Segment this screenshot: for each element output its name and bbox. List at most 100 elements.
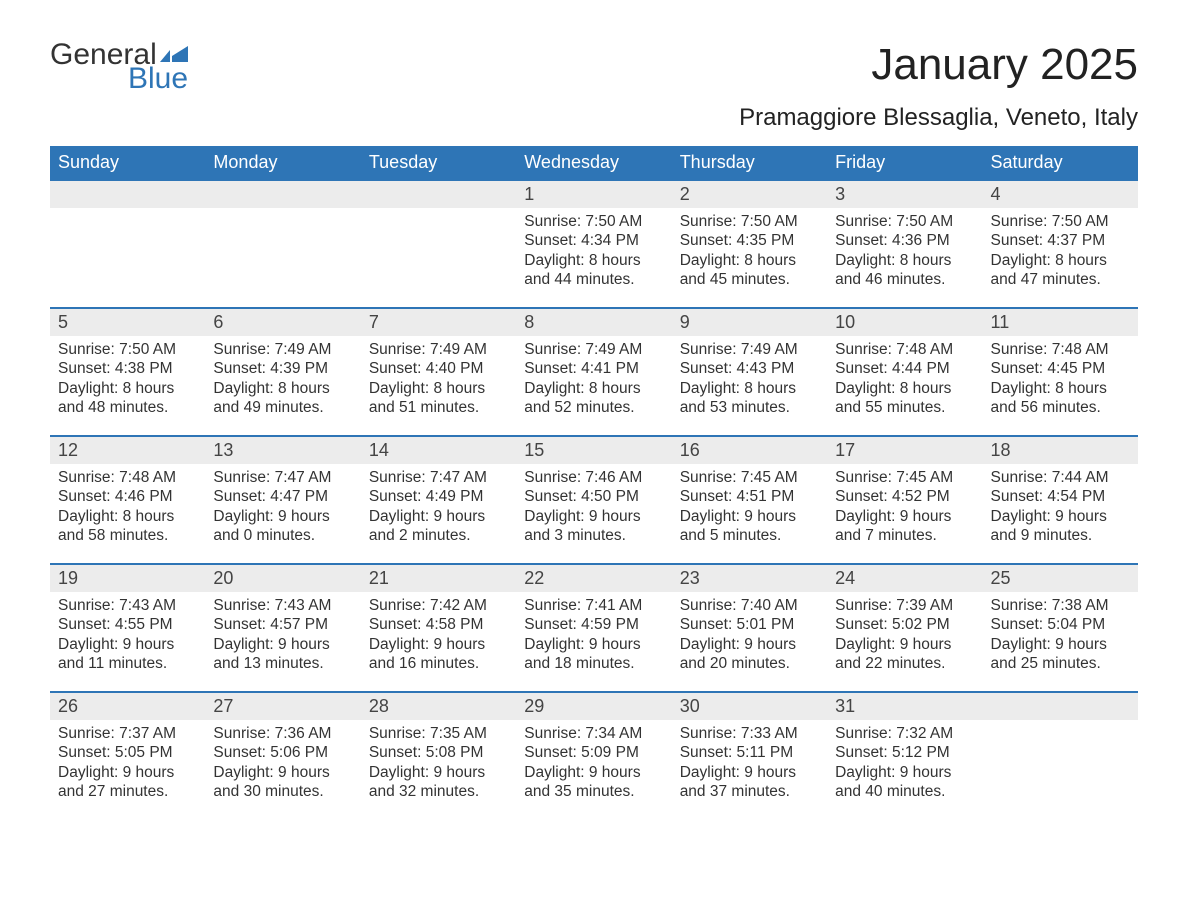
day-content: Sunrise: 7:48 AMSunset: 4:46 PMDaylight:…: [50, 464, 205, 554]
calendar-cell: 31Sunrise: 7:32 AMSunset: 5:12 PMDayligh…: [827, 691, 982, 819]
day-day1: Daylight: 9 hours: [524, 763, 663, 782]
calendar-cell: [983, 691, 1138, 819]
day-sunrise: Sunrise: 7:38 AM: [991, 596, 1130, 615]
day-day1: Daylight: 9 hours: [835, 635, 974, 654]
day-sunrise: Sunrise: 7:50 AM: [524, 212, 663, 231]
calendar-cell: 18Sunrise: 7:44 AMSunset: 4:54 PMDayligh…: [983, 435, 1138, 563]
day-day1: Daylight: 8 hours: [991, 379, 1130, 398]
day-sunrise: Sunrise: 7:32 AM: [835, 724, 974, 743]
day-day1: Daylight: 9 hours: [835, 763, 974, 782]
day-day2: and 48 minutes.: [58, 398, 197, 417]
calendar-cell: 21Sunrise: 7:42 AMSunset: 4:58 PMDayligh…: [361, 563, 516, 691]
day-sunset: Sunset: 4:52 PM: [835, 487, 974, 506]
calendar-cell: 16Sunrise: 7:45 AMSunset: 4:51 PMDayligh…: [672, 435, 827, 563]
day-content: Sunrise: 7:42 AMSunset: 4:58 PMDaylight:…: [361, 592, 516, 682]
calendar-cell: 10Sunrise: 7:48 AMSunset: 4:44 PMDayligh…: [827, 307, 982, 435]
day-day1: Daylight: 8 hours: [524, 379, 663, 398]
day-sunset: Sunset: 4:34 PM: [524, 231, 663, 250]
day-content: Sunrise: 7:46 AMSunset: 4:50 PMDaylight:…: [516, 464, 671, 554]
day-sunset: Sunset: 4:54 PM: [991, 487, 1130, 506]
calendar-cell: 1Sunrise: 7:50 AMSunset: 4:34 PMDaylight…: [516, 179, 671, 307]
day-sunset: Sunset: 5:04 PM: [991, 615, 1130, 634]
day-day2: and 3 minutes.: [524, 526, 663, 545]
day-sunset: Sunset: 4:35 PM: [680, 231, 819, 250]
day-day2: and 51 minutes.: [369, 398, 508, 417]
day-day1: Daylight: 9 hours: [369, 507, 508, 526]
day-number: 16: [672, 435, 827, 464]
day-sunset: Sunset: 5:01 PM: [680, 615, 819, 634]
day-day2: and 40 minutes.: [835, 782, 974, 801]
day-sunrise: Sunrise: 7:45 AM: [680, 468, 819, 487]
day-content: Sunrise: 7:34 AMSunset: 5:09 PMDaylight:…: [516, 720, 671, 810]
day-sunset: Sunset: 5:06 PM: [213, 743, 352, 762]
day-number: 26: [50, 691, 205, 720]
calendar-cell: 25Sunrise: 7:38 AMSunset: 5:04 PMDayligh…: [983, 563, 1138, 691]
day-content: Sunrise: 7:49 AMSunset: 4:39 PMDaylight:…: [205, 336, 360, 426]
day-number: 25: [983, 563, 1138, 592]
day-sunrise: Sunrise: 7:42 AM: [369, 596, 508, 615]
day-day2: and 45 minutes.: [680, 270, 819, 289]
weekday-header-row: Sunday Monday Tuesday Wednesday Thursday…: [50, 146, 1138, 179]
calendar-cell: 11Sunrise: 7:48 AMSunset: 4:45 PMDayligh…: [983, 307, 1138, 435]
day-sunrise: Sunrise: 7:44 AM: [991, 468, 1130, 487]
day-day1: Daylight: 8 hours: [680, 379, 819, 398]
calendar-cell: 6Sunrise: 7:49 AMSunset: 4:39 PMDaylight…: [205, 307, 360, 435]
day-number: 24: [827, 563, 982, 592]
day-sunset: Sunset: 4:46 PM: [58, 487, 197, 506]
calendar-cell: 22Sunrise: 7:41 AMSunset: 4:59 PMDayligh…: [516, 563, 671, 691]
weekday-header: Monday: [205, 146, 360, 179]
day-sunrise: Sunrise: 7:49 AM: [369, 340, 508, 359]
day-sunset: Sunset: 4:40 PM: [369, 359, 508, 378]
day-content: Sunrise: 7:44 AMSunset: 4:54 PMDaylight:…: [983, 464, 1138, 554]
day-content: Sunrise: 7:50 AMSunset: 4:38 PMDaylight:…: [50, 336, 205, 426]
calendar-week-row: 5Sunrise: 7:50 AMSunset: 4:38 PMDaylight…: [50, 307, 1138, 435]
day-day2: and 35 minutes.: [524, 782, 663, 801]
day-day1: Daylight: 8 hours: [58, 379, 197, 398]
day-sunrise: Sunrise: 7:50 AM: [58, 340, 197, 359]
month-title: January 2025: [871, 40, 1138, 90]
day-sunset: Sunset: 5:05 PM: [58, 743, 197, 762]
day-content: Sunrise: 7:39 AMSunset: 5:02 PMDaylight:…: [827, 592, 982, 682]
day-day2: and 25 minutes.: [991, 654, 1130, 673]
day-sunset: Sunset: 5:09 PM: [524, 743, 663, 762]
calendar-body: 1Sunrise: 7:50 AMSunset: 4:34 PMDaylight…: [50, 179, 1138, 819]
day-content: Sunrise: 7:50 AMSunset: 4:37 PMDaylight:…: [983, 208, 1138, 298]
day-sunrise: Sunrise: 7:49 AM: [680, 340, 819, 359]
day-content: Sunrise: 7:48 AMSunset: 4:44 PMDaylight:…: [827, 336, 982, 426]
calendar-cell: 28Sunrise: 7:35 AMSunset: 5:08 PMDayligh…: [361, 691, 516, 819]
calendar-cell: 19Sunrise: 7:43 AMSunset: 4:55 PMDayligh…: [50, 563, 205, 691]
calendar-week-row: 26Sunrise: 7:37 AMSunset: 5:05 PMDayligh…: [50, 691, 1138, 819]
day-day1: Daylight: 9 hours: [991, 507, 1130, 526]
day-number-empty: [205, 179, 360, 208]
calendar-cell: 27Sunrise: 7:36 AMSunset: 5:06 PMDayligh…: [205, 691, 360, 819]
day-day2: and 44 minutes.: [524, 270, 663, 289]
day-number: 12: [50, 435, 205, 464]
day-sunset: Sunset: 4:45 PM: [991, 359, 1130, 378]
day-content: Sunrise: 7:47 AMSunset: 4:47 PMDaylight:…: [205, 464, 360, 554]
day-sunrise: Sunrise: 7:39 AM: [835, 596, 974, 615]
day-content: Sunrise: 7:38 AMSunset: 5:04 PMDaylight:…: [983, 592, 1138, 682]
day-number: 18: [983, 435, 1138, 464]
logo: General Blue: [50, 40, 188, 94]
day-sunrise: Sunrise: 7:41 AM: [524, 596, 663, 615]
day-content: Sunrise: 7:35 AMSunset: 5:08 PMDaylight:…: [361, 720, 516, 810]
day-sunset: Sunset: 4:51 PM: [680, 487, 819, 506]
day-day2: and 27 minutes.: [58, 782, 197, 801]
day-day2: and 49 minutes.: [213, 398, 352, 417]
day-number: 23: [672, 563, 827, 592]
day-content: Sunrise: 7:45 AMSunset: 4:52 PMDaylight:…: [827, 464, 982, 554]
day-sunrise: Sunrise: 7:46 AM: [524, 468, 663, 487]
calendar-cell: 2Sunrise: 7:50 AMSunset: 4:35 PMDaylight…: [672, 179, 827, 307]
weekday-header: Sunday: [50, 146, 205, 179]
day-content: Sunrise: 7:33 AMSunset: 5:11 PMDaylight:…: [672, 720, 827, 810]
title-block: January 2025: [871, 40, 1138, 90]
day-day1: Daylight: 9 hours: [680, 763, 819, 782]
day-content: Sunrise: 7:50 AMSunset: 4:34 PMDaylight:…: [516, 208, 671, 298]
day-sunset: Sunset: 5:08 PM: [369, 743, 508, 762]
day-day1: Daylight: 9 hours: [524, 635, 663, 654]
calendar-cell: 4Sunrise: 7:50 AMSunset: 4:37 PMDaylight…: [983, 179, 1138, 307]
day-sunset: Sunset: 4:47 PM: [213, 487, 352, 506]
day-day1: Daylight: 8 hours: [58, 507, 197, 526]
day-sunrise: Sunrise: 7:43 AM: [213, 596, 352, 615]
day-sunset: Sunset: 4:41 PM: [524, 359, 663, 378]
